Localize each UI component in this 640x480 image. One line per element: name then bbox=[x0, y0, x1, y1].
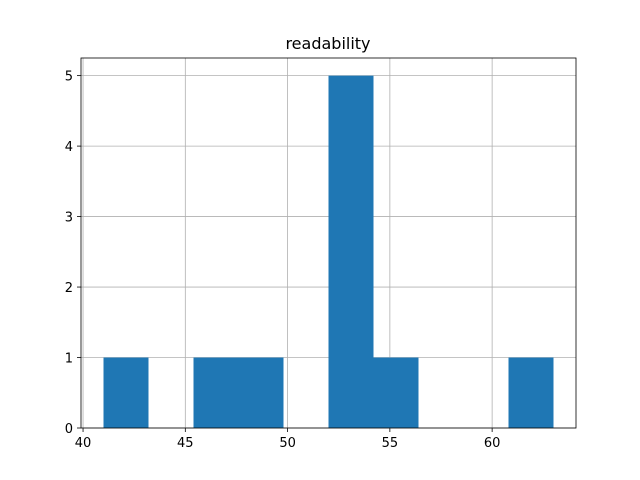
bar bbox=[193, 357, 239, 428]
bar bbox=[103, 357, 149, 428]
x-tick-label: 40 bbox=[75, 436, 92, 451]
x-tick-label: 45 bbox=[177, 436, 194, 451]
x-tick-label: 60 bbox=[484, 436, 501, 451]
y-tick-label: 0 bbox=[65, 422, 73, 437]
axes-frame bbox=[80, 57, 577, 429]
bar bbox=[238, 357, 284, 428]
x-tick-label: 55 bbox=[382, 436, 399, 451]
y-tick-label: 4 bbox=[65, 140, 73, 155]
bar bbox=[373, 357, 419, 428]
bar bbox=[328, 75, 374, 428]
y-tick-label: 2 bbox=[65, 281, 73, 296]
bar bbox=[508, 357, 554, 428]
y-tick-label: 5 bbox=[65, 70, 73, 85]
y-tick-label: 3 bbox=[65, 211, 73, 226]
x-tick-label: 50 bbox=[279, 436, 296, 451]
chart-title: readability bbox=[285, 34, 370, 53]
y-tick-label: 1 bbox=[65, 352, 73, 367]
